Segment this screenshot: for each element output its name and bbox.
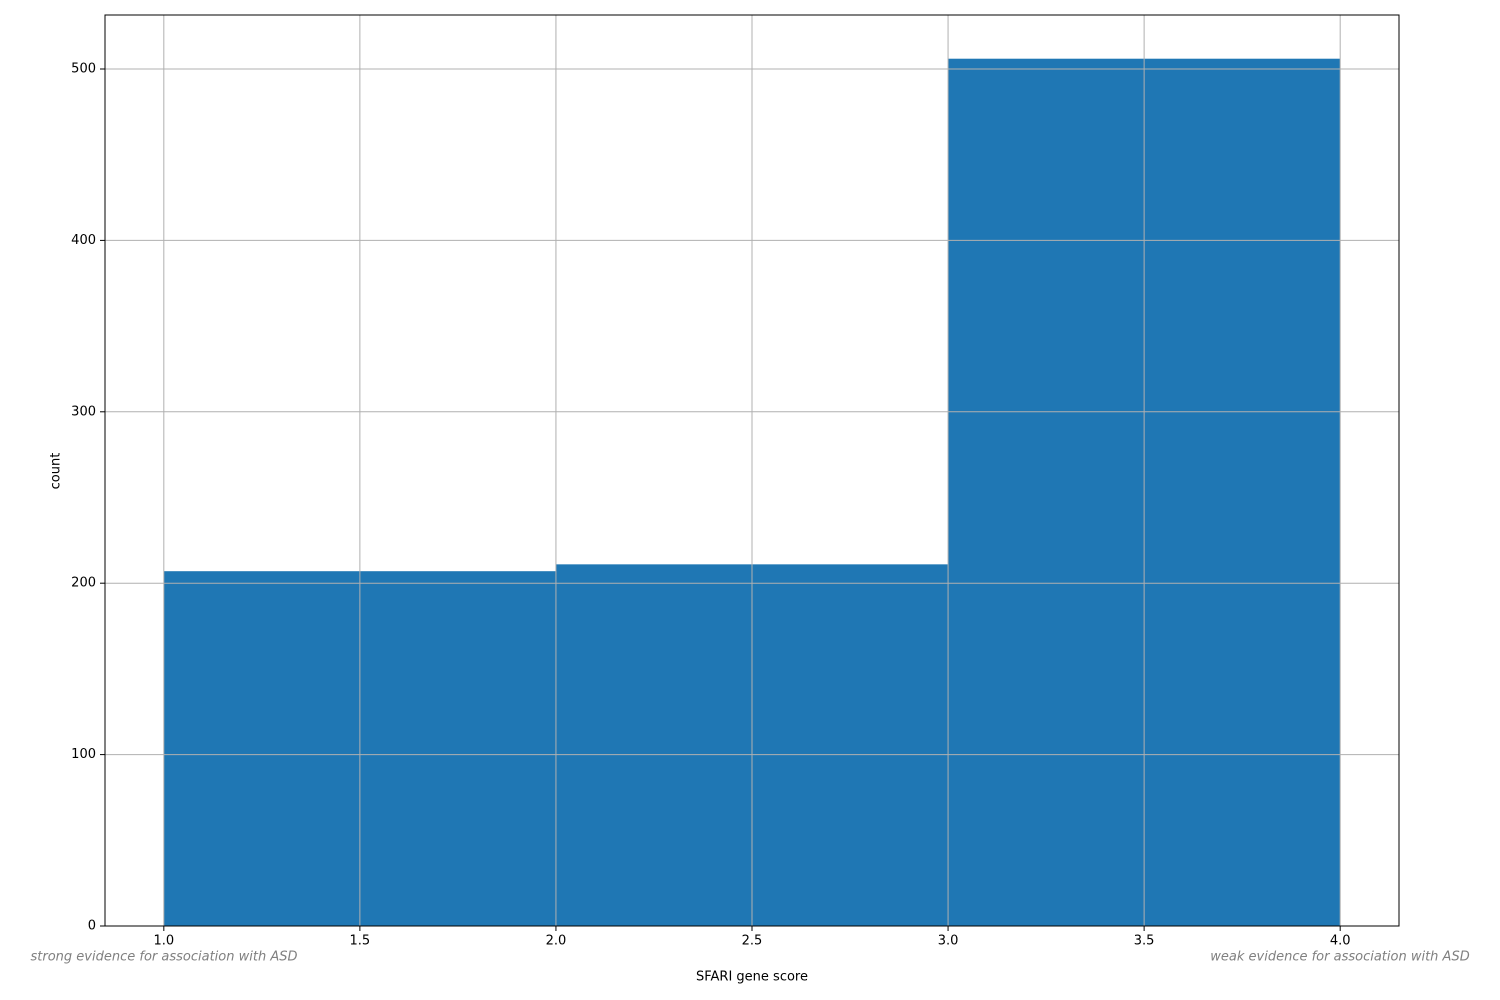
y-tick-label: 100 [71, 747, 96, 762]
annotation: strong evidence for association with ASD [31, 950, 298, 965]
x-tick-label: 4.0 [1330, 934, 1351, 949]
y-tick-label: 500 [71, 61, 96, 76]
x-tick-label: 1.5 [350, 934, 371, 949]
y-axis-label: count [49, 453, 64, 490]
x-tick-label: 3.0 [938, 934, 959, 949]
x-tick-label: 3.5 [1134, 934, 1155, 949]
x-tick-label: 1.0 [153, 934, 174, 949]
y-tick-label: 300 [71, 404, 96, 419]
y-tick-label: 0 [88, 919, 96, 934]
plot-frame [104, 14, 1400, 927]
x-tick-label: 2.0 [546, 934, 567, 949]
x-tick-label: 2.5 [742, 934, 763, 949]
x-axis-label: SFARI gene score [696, 970, 808, 985]
y-tick-label: 400 [71, 233, 96, 248]
annotation: weak evidence for association with ASD [1210, 950, 1469, 965]
y-tick-label: 200 [71, 576, 96, 591]
